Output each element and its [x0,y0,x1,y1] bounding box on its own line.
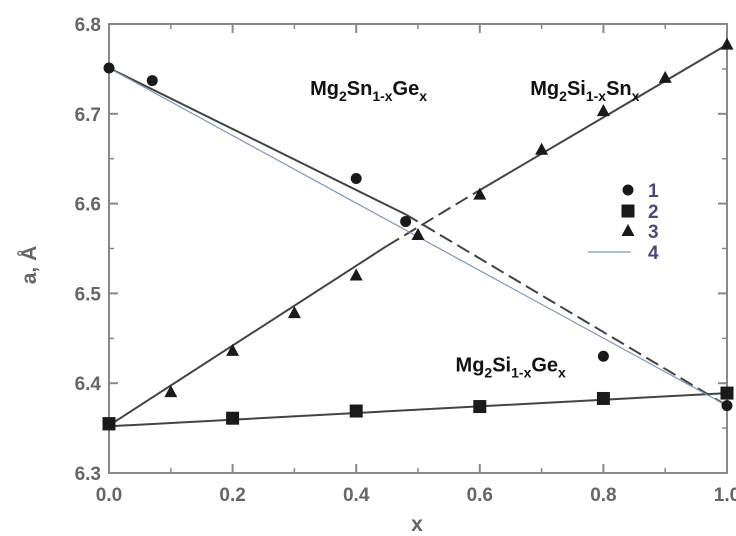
series-3-point [164,385,178,398]
fit-line-solid [108,244,388,427]
y-tick-label: 6.4 [75,374,102,395]
y-tick-label: 6.6 [75,195,101,216]
y-tick-label: 6.5 [75,284,102,305]
compound-label: Mg2Si1-xGex [456,355,567,381]
legend-label: 3 [648,222,659,243]
fit-line-solid [108,392,728,428]
compound-label-part: 2 [559,88,567,104]
series-1-point [721,400,733,412]
x-tick-label: 0.2 [219,485,245,506]
x-axis-label: x [411,513,423,536]
series-3-point [596,104,610,117]
series-3-point [226,343,240,356]
x-tick-label: 0.4 [343,485,370,506]
series-1-point [146,75,158,87]
y-tick-label: 6.8 [75,15,101,36]
x-tick-label: 1.0 [714,485,736,506]
series-2-point [473,400,487,414]
series-1-point [103,62,115,74]
compound-label-part: x [558,365,566,381]
compound-label-part: Si [567,78,586,100]
series-3-point [411,228,425,241]
series-2-point [596,391,610,405]
series-3-point [349,268,363,281]
compound-label-part: Sn [347,78,373,100]
fit-line-solid [108,67,407,216]
series-3-point [658,70,672,83]
series-2-point [349,404,363,418]
fit-line-dashed [405,213,728,407]
compound-label-part: Si [492,355,511,377]
series-1-point [350,172,362,184]
y-tick-label: 6.7 [75,105,101,126]
compound-label: Mg2Sn1-xGex [310,78,427,104]
series-2-point [720,386,734,400]
compound-label-part: x [419,88,427,104]
compound-label-part: Mg [310,78,339,100]
series-3-point [287,306,301,319]
series-3-point [102,418,116,431]
compound-label-part: 1-x [372,88,392,104]
compound-label-part: Ge [393,78,420,100]
series-3-point [535,142,549,155]
compound-label-part: Sn [606,78,632,100]
series-3-point [720,37,734,50]
compound-label-part: Ge [531,355,558,377]
legend-label: 2 [648,202,659,223]
compound-label: Mg2Si1-xSnx [530,78,639,104]
compound-label-part: 2 [484,365,492,381]
series-1-point [400,216,412,228]
compound-label-part: x [632,88,640,104]
legend-triangle-swatch [621,224,635,236]
legend-circle-swatch [622,184,634,196]
compound-label-part: 1-x [511,365,531,381]
fit-line-dashed [386,192,475,247]
data-markers [102,37,734,431]
x-tick-label: 0.6 [467,485,493,506]
y-tick-label: 6.3 [75,464,101,485]
compound-label-part: Mg [530,78,559,100]
legend-square-swatch [621,204,635,218]
compound-label-part: 1-x [586,88,606,104]
axes: 0.0 0.2 0.4 0.6 0.8 1.0 6.3 6.4 6.5 6.6 6.7 6.8 [75,15,736,506]
series-1-point [597,350,609,362]
x-tick-label: 0.0 [96,485,122,506]
fit-line-solid [473,43,728,195]
compound-label-part: 2 [339,88,347,104]
legend-label: 1 [648,181,659,202]
series-2-point [226,411,240,425]
series-3-point [473,187,487,200]
y-axis-label: a, Å [17,246,41,285]
compound-label-part: Mg [456,355,485,377]
x-tick-label: 0.8 [590,485,616,506]
legend-label: 4 [648,243,659,264]
